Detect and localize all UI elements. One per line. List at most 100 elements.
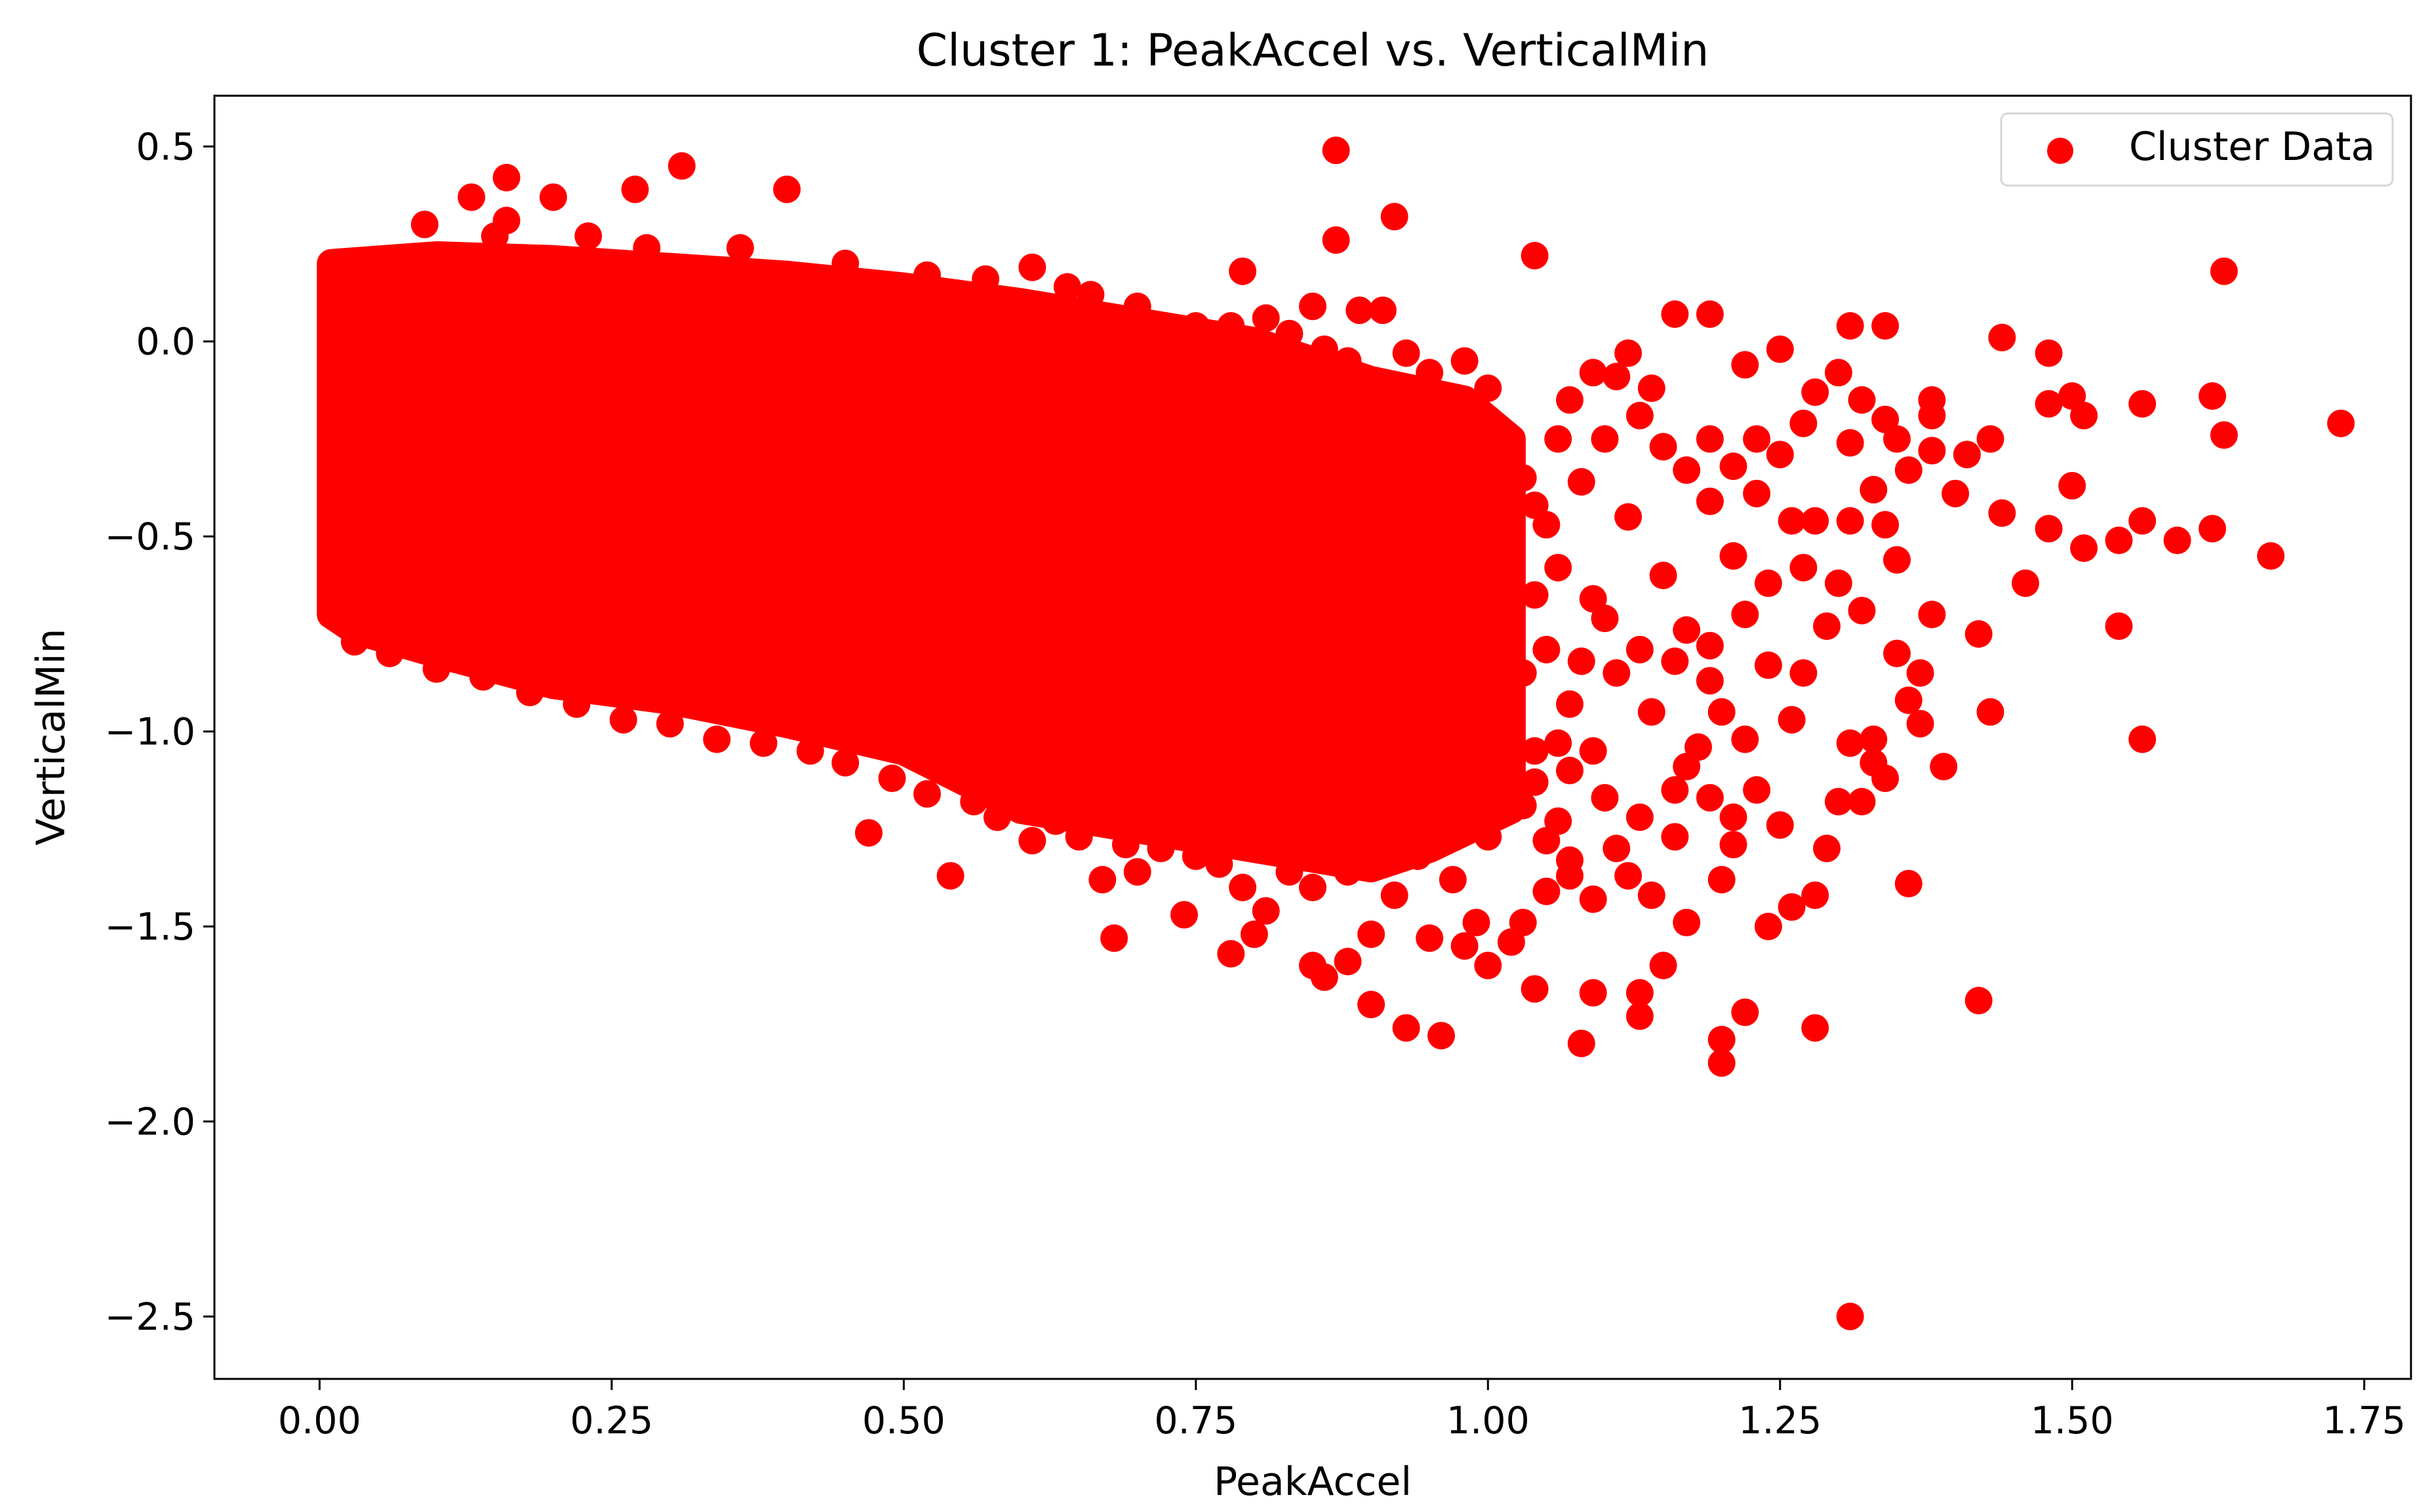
data-point-232 xyxy=(422,655,450,683)
data-point-57 xyxy=(1883,546,1911,574)
data-point-9 xyxy=(667,152,696,180)
data-point-207 xyxy=(1380,819,1408,847)
data-point-183 xyxy=(1824,359,1852,387)
data-point-124 xyxy=(1229,257,1257,285)
data-point-17 xyxy=(1123,858,1151,886)
data-point-218 xyxy=(1042,807,1069,835)
data-point-143 xyxy=(1567,468,1595,496)
data-point-150 xyxy=(1778,706,1806,734)
data-point-149 xyxy=(1731,725,1759,753)
data-point-196 xyxy=(1544,729,1572,757)
data-point-18 xyxy=(1170,901,1198,929)
data-point-130 xyxy=(1368,296,1397,325)
data-point-184 xyxy=(1848,386,1876,414)
data-point-40 xyxy=(1754,913,1782,940)
data-point-107 xyxy=(1719,831,1747,859)
data-point-245 xyxy=(1275,319,1304,348)
data-point-62 xyxy=(1988,323,2016,351)
data-point-119 xyxy=(1357,920,1385,948)
data-point-56 xyxy=(1918,601,1946,629)
data-point-115 xyxy=(1497,928,1525,956)
data-point-70 xyxy=(2210,257,2238,285)
data-point-60 xyxy=(1836,312,1864,340)
data-point-100 xyxy=(1743,425,1771,453)
data-point-93 xyxy=(1789,553,1818,582)
y-tick-label: −2.0 xyxy=(105,1100,195,1144)
data-point-5 xyxy=(492,163,521,191)
data-point-102 xyxy=(1719,542,1747,570)
data-point-37 xyxy=(1707,1025,1736,1054)
data-point-252 xyxy=(1486,437,1514,465)
data-point-1 xyxy=(317,456,346,484)
data-point-10 xyxy=(773,175,801,203)
data-point-53 xyxy=(1976,698,2004,726)
data-point-201 xyxy=(1532,827,1561,855)
data-point-248 xyxy=(1392,339,1420,367)
x-tick-label: 1.50 xyxy=(2031,1399,2114,1442)
data-point-77 xyxy=(2070,534,2098,562)
data-point-176 xyxy=(1673,456,1701,484)
data-point-54 xyxy=(1964,620,1993,648)
data-point-217 xyxy=(1065,823,1093,851)
data-point-12 xyxy=(854,819,883,847)
data-point-25 xyxy=(1392,1014,1420,1042)
data-point-126 xyxy=(1077,281,1105,309)
data-point-213 xyxy=(1205,850,1233,878)
x-axis-label: PeakAccel xyxy=(1214,1459,1412,1505)
data-point-241 xyxy=(1053,273,1081,301)
data-point-71 xyxy=(2327,409,2355,437)
data-point-3 xyxy=(410,210,439,239)
data-point-44 xyxy=(1836,1302,1864,1330)
x-tick-label: 1.00 xyxy=(1446,1399,1530,1442)
data-point-138 xyxy=(1637,698,1665,726)
data-point-122 xyxy=(1380,203,1408,231)
data-point-199 xyxy=(1579,885,1607,913)
data-point-109 xyxy=(1637,881,1665,909)
data-point-79 xyxy=(2035,515,2063,543)
data-point-108 xyxy=(1661,823,1689,851)
data-point-94 xyxy=(1778,507,1806,535)
data-point-98 xyxy=(1661,300,1689,328)
data-point-236 xyxy=(633,234,661,262)
data-point-55 xyxy=(1906,659,1934,687)
data-point-164 xyxy=(1625,803,1654,831)
y-axis-label: VerticalMin xyxy=(28,628,74,845)
data-point-148 xyxy=(1684,733,1712,761)
data-point-191 xyxy=(1696,631,1724,660)
data-point-186 xyxy=(1894,456,1922,484)
data-point-173 xyxy=(1603,363,1631,391)
data-point-66 xyxy=(2070,401,2098,429)
data-point-229 xyxy=(563,690,591,718)
data-point-194 xyxy=(1591,605,1619,633)
legend-marker xyxy=(2047,138,2073,164)
data-point-33 xyxy=(1625,1002,1654,1030)
data-point-104 xyxy=(1707,698,1736,726)
chart-title: Cluster 1: PeakAccel vs. VerticalMin xyxy=(917,25,1709,77)
data-point-157 xyxy=(1824,787,1852,816)
data-point-152 xyxy=(1813,612,1841,640)
data-point-205 xyxy=(1427,791,1455,820)
data-point-158 xyxy=(1813,835,1841,862)
data-point-233 xyxy=(376,639,404,667)
data-point-50 xyxy=(1894,686,1922,714)
data-point-51 xyxy=(1930,753,1958,781)
data-point-190 xyxy=(1731,601,1759,629)
data-point-24 xyxy=(1357,991,1385,1018)
data-point-133 xyxy=(1591,425,1619,453)
y-tick-label: −1.0 xyxy=(105,711,195,754)
data-point-167 xyxy=(1521,737,1549,765)
data-point-97 xyxy=(1696,300,1724,328)
data-point-239 xyxy=(913,261,941,289)
data-point-118 xyxy=(1380,881,1408,909)
data-point-106 xyxy=(1707,865,1736,894)
data-point-123 xyxy=(1521,241,1549,269)
data-point-228 xyxy=(609,706,637,734)
data-point-197 xyxy=(1521,768,1549,796)
data-point-166 xyxy=(1556,757,1583,785)
x-tick-label: 0.50 xyxy=(862,1399,946,1442)
data-point-222 xyxy=(878,765,906,792)
data-point-251 xyxy=(1462,405,1490,433)
x-tick-label: 1.25 xyxy=(1738,1399,1822,1442)
data-point-202 xyxy=(1509,791,1537,820)
data-point-76 xyxy=(2105,527,2133,555)
